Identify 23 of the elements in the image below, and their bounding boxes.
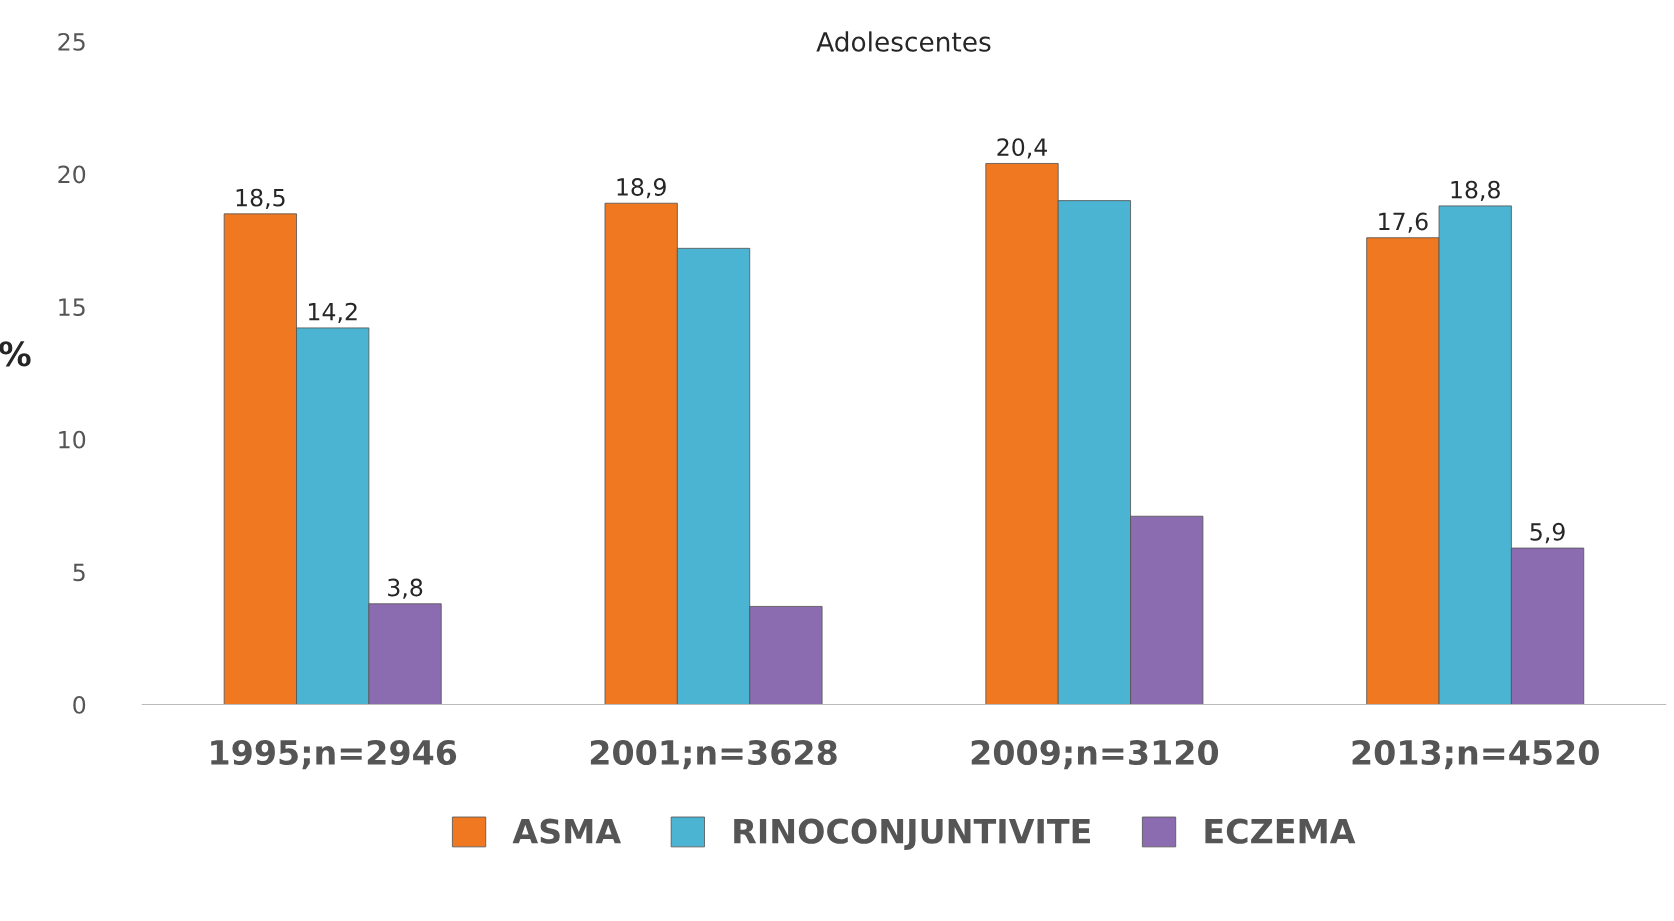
y-tick-label: 5 (73, 563, 85, 582)
chart-title: Adolescentes (816, 31, 991, 52)
x-tick-label: 1995;n=2946 (211, 739, 457, 770)
y-tick-label: 0 (73, 696, 86, 714)
x-tick-label: 2009;n=3120 (971, 739, 1219, 770)
data-label: 18,8 (1451, 180, 1500, 201)
y-axis-title: % (0, 341, 31, 367)
y-tick-label: 20 (58, 165, 86, 184)
data-label: 18,9 (617, 178, 666, 199)
y-tick-label: 10 (59, 430, 86, 449)
x-tick-label: 2001;n=3628 (590, 739, 837, 770)
y-tick-label: 15 (59, 298, 85, 316)
legend-label: RINOCONJUNTIVITE (734, 818, 1090, 851)
legend-label: ASMA (512, 818, 622, 844)
x-tick-label: 2013;n=4520 (1352, 739, 1599, 770)
data-label: 14,2 (309, 302, 357, 323)
data-label: 18,5 (236, 188, 285, 209)
data-label: 3,8 (388, 578, 423, 599)
data-label: 20,4 (997, 138, 1047, 159)
data-label: 5,9 (1530, 522, 1565, 544)
data-label: 17,6 (1379, 212, 1428, 233)
legend-label: ECZEMA (1205, 818, 1356, 844)
y-tick-label: 25 (58, 32, 85, 51)
